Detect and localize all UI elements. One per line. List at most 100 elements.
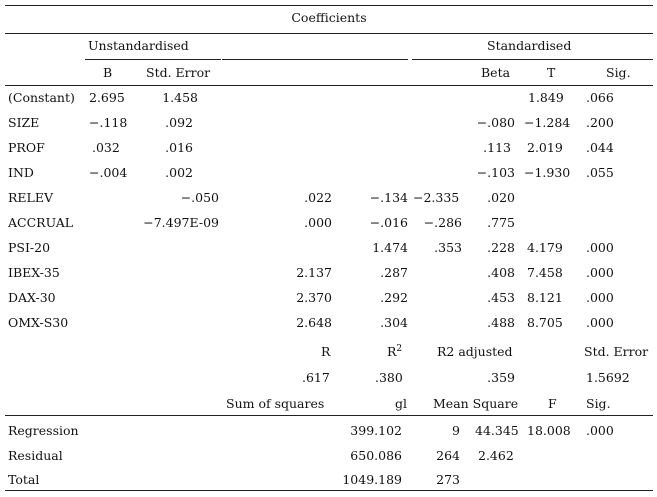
col-header-b: B — [103, 65, 113, 80]
cell-gl: 9 — [452, 423, 460, 438]
col-header-sig: Sig. — [606, 65, 631, 80]
cell-sig: .055 — [586, 165, 614, 180]
cell-v4: 4.179 — [527, 240, 563, 255]
cell-ms: 2.462 — [478, 448, 514, 463]
row-label: DAX-30 — [8, 290, 56, 305]
cell-beta: .113 — [483, 140, 511, 155]
cell-v3: .453 — [487, 290, 515, 305]
header-mean-square: Mean Square — [433, 396, 519, 411]
cell-v2: .287 — [380, 265, 408, 280]
row-label: Regression — [8, 423, 79, 438]
value-r: .617 — [302, 370, 330, 385]
cell-f: 18.008 — [527, 423, 571, 438]
cell-v5: .000 — [586, 265, 614, 280]
cell-v1: −.050 — [180, 190, 219, 205]
rule-top — [5, 5, 653, 6]
row-label: RELEV — [8, 190, 53, 205]
cell-v2: .304 — [380, 315, 408, 330]
cell-v2: .022 — [304, 190, 332, 205]
cell-v4: 7.458 — [527, 265, 563, 280]
row-label: SIZE — [8, 115, 40, 130]
cell-gl: 273 — [436, 472, 460, 487]
cell-se: 1.458 — [162, 90, 198, 105]
header-gl: gl — [395, 396, 407, 411]
cell-t: 2.019 — [527, 140, 563, 155]
row-label: IND — [8, 165, 34, 180]
row-label: OMX-S30 — [8, 315, 69, 330]
col-header-std-error: Std. Error — [146, 65, 211, 80]
cell-sig: .000 — [586, 423, 614, 438]
cell-se: .002 — [165, 165, 193, 180]
rule-bottom — [5, 490, 653, 491]
row-label: ACCRUAL — [8, 215, 74, 230]
cell-beta: −.103 — [476, 165, 515, 180]
cell-v4: −2.335 — [413, 190, 460, 205]
cell-v1: −7.497E-09 — [143, 215, 219, 230]
row-label: PROF — [8, 140, 45, 155]
cell-v3: .488 — [487, 315, 515, 330]
group-header-standardised: Standardised — [487, 38, 572, 53]
cell-ss: 1049.189 — [342, 472, 402, 487]
col-header-t: T — [547, 65, 556, 80]
cell-b: −.004 — [89, 165, 128, 180]
header-r2-adjusted: R2 adjusted — [437, 344, 513, 359]
cell-sig: .200 — [586, 115, 614, 130]
cell-v2: .000 — [304, 215, 332, 230]
table-title: Coefficients — [291, 10, 367, 25]
cell-v5: .020 — [487, 190, 515, 205]
cell-t: −1.284 — [524, 115, 571, 130]
cell-se: .092 — [165, 115, 193, 130]
cell-se: .016 — [165, 140, 193, 155]
cell-ms: 44.345 — [475, 423, 519, 438]
rule-group-unstd — [85, 59, 221, 60]
row-label: (Constant) — [8, 90, 75, 105]
cell-v1: 2.648 — [296, 315, 332, 330]
value-r2-adjusted: .359 — [487, 370, 515, 385]
rule-group-std — [412, 59, 653, 60]
cell-v3: .408 — [487, 265, 515, 280]
header-sig: Sig. — [586, 396, 611, 411]
cell-v5: .000 — [586, 290, 614, 305]
cell-v5: .000 — [586, 315, 614, 330]
header-f: F — [548, 396, 557, 411]
rule-group-mid — [222, 59, 408, 60]
cell-sig: .066 — [586, 90, 614, 105]
cell-v4: 8.705 — [527, 315, 563, 330]
rule-anova-header — [5, 415, 653, 416]
cell-v4: 8.121 — [527, 290, 563, 305]
cell-b: .032 — [92, 140, 120, 155]
value-r2: .380 — [375, 370, 403, 385]
header-std-error: Std. Error — [584, 344, 649, 359]
header-r2-sup: 2 — [396, 343, 403, 354]
cell-b: −.118 — [89, 115, 128, 130]
cell-v2: .353 — [434, 240, 462, 255]
cell-v3: −.016 — [369, 215, 408, 230]
col-header-beta: Beta — [481, 65, 511, 80]
cell-v2: .292 — [380, 290, 408, 305]
cell-b: 2.695 — [89, 90, 125, 105]
group-header-unstandardised: Unstandardised — [88, 38, 189, 53]
cell-ss: 650.086 — [350, 448, 402, 463]
cell-gl: 264 — [436, 448, 460, 463]
row-label: IBEX-35 — [8, 265, 60, 280]
rule-header — [5, 85, 653, 86]
cell-beta: −.080 — [476, 115, 515, 130]
cell-v1: 1.474 — [372, 240, 408, 255]
cell-v3: −.134 — [369, 190, 408, 205]
cell-sig: .044 — [586, 140, 614, 155]
cell-v3: .228 — [487, 240, 515, 255]
cell-v4: −.286 — [423, 215, 462, 230]
row-label: PSI-20 — [8, 240, 51, 255]
row-label: Residual — [8, 448, 63, 463]
header-r: R — [321, 344, 331, 359]
cell-v5: .000 — [586, 240, 614, 255]
row-label: Total — [8, 472, 40, 487]
cell-v1: 2.370 — [296, 290, 332, 305]
cell-v5: .775 — [487, 215, 515, 230]
cell-t: −1.930 — [524, 165, 571, 180]
header-r2: R2 — [387, 344, 402, 360]
value-std-error: 1.5692 — [586, 370, 630, 385]
cell-ss: 399.102 — [350, 423, 402, 438]
cell-v1: 2.137 — [296, 265, 332, 280]
header-r2-base: R — [387, 344, 397, 359]
